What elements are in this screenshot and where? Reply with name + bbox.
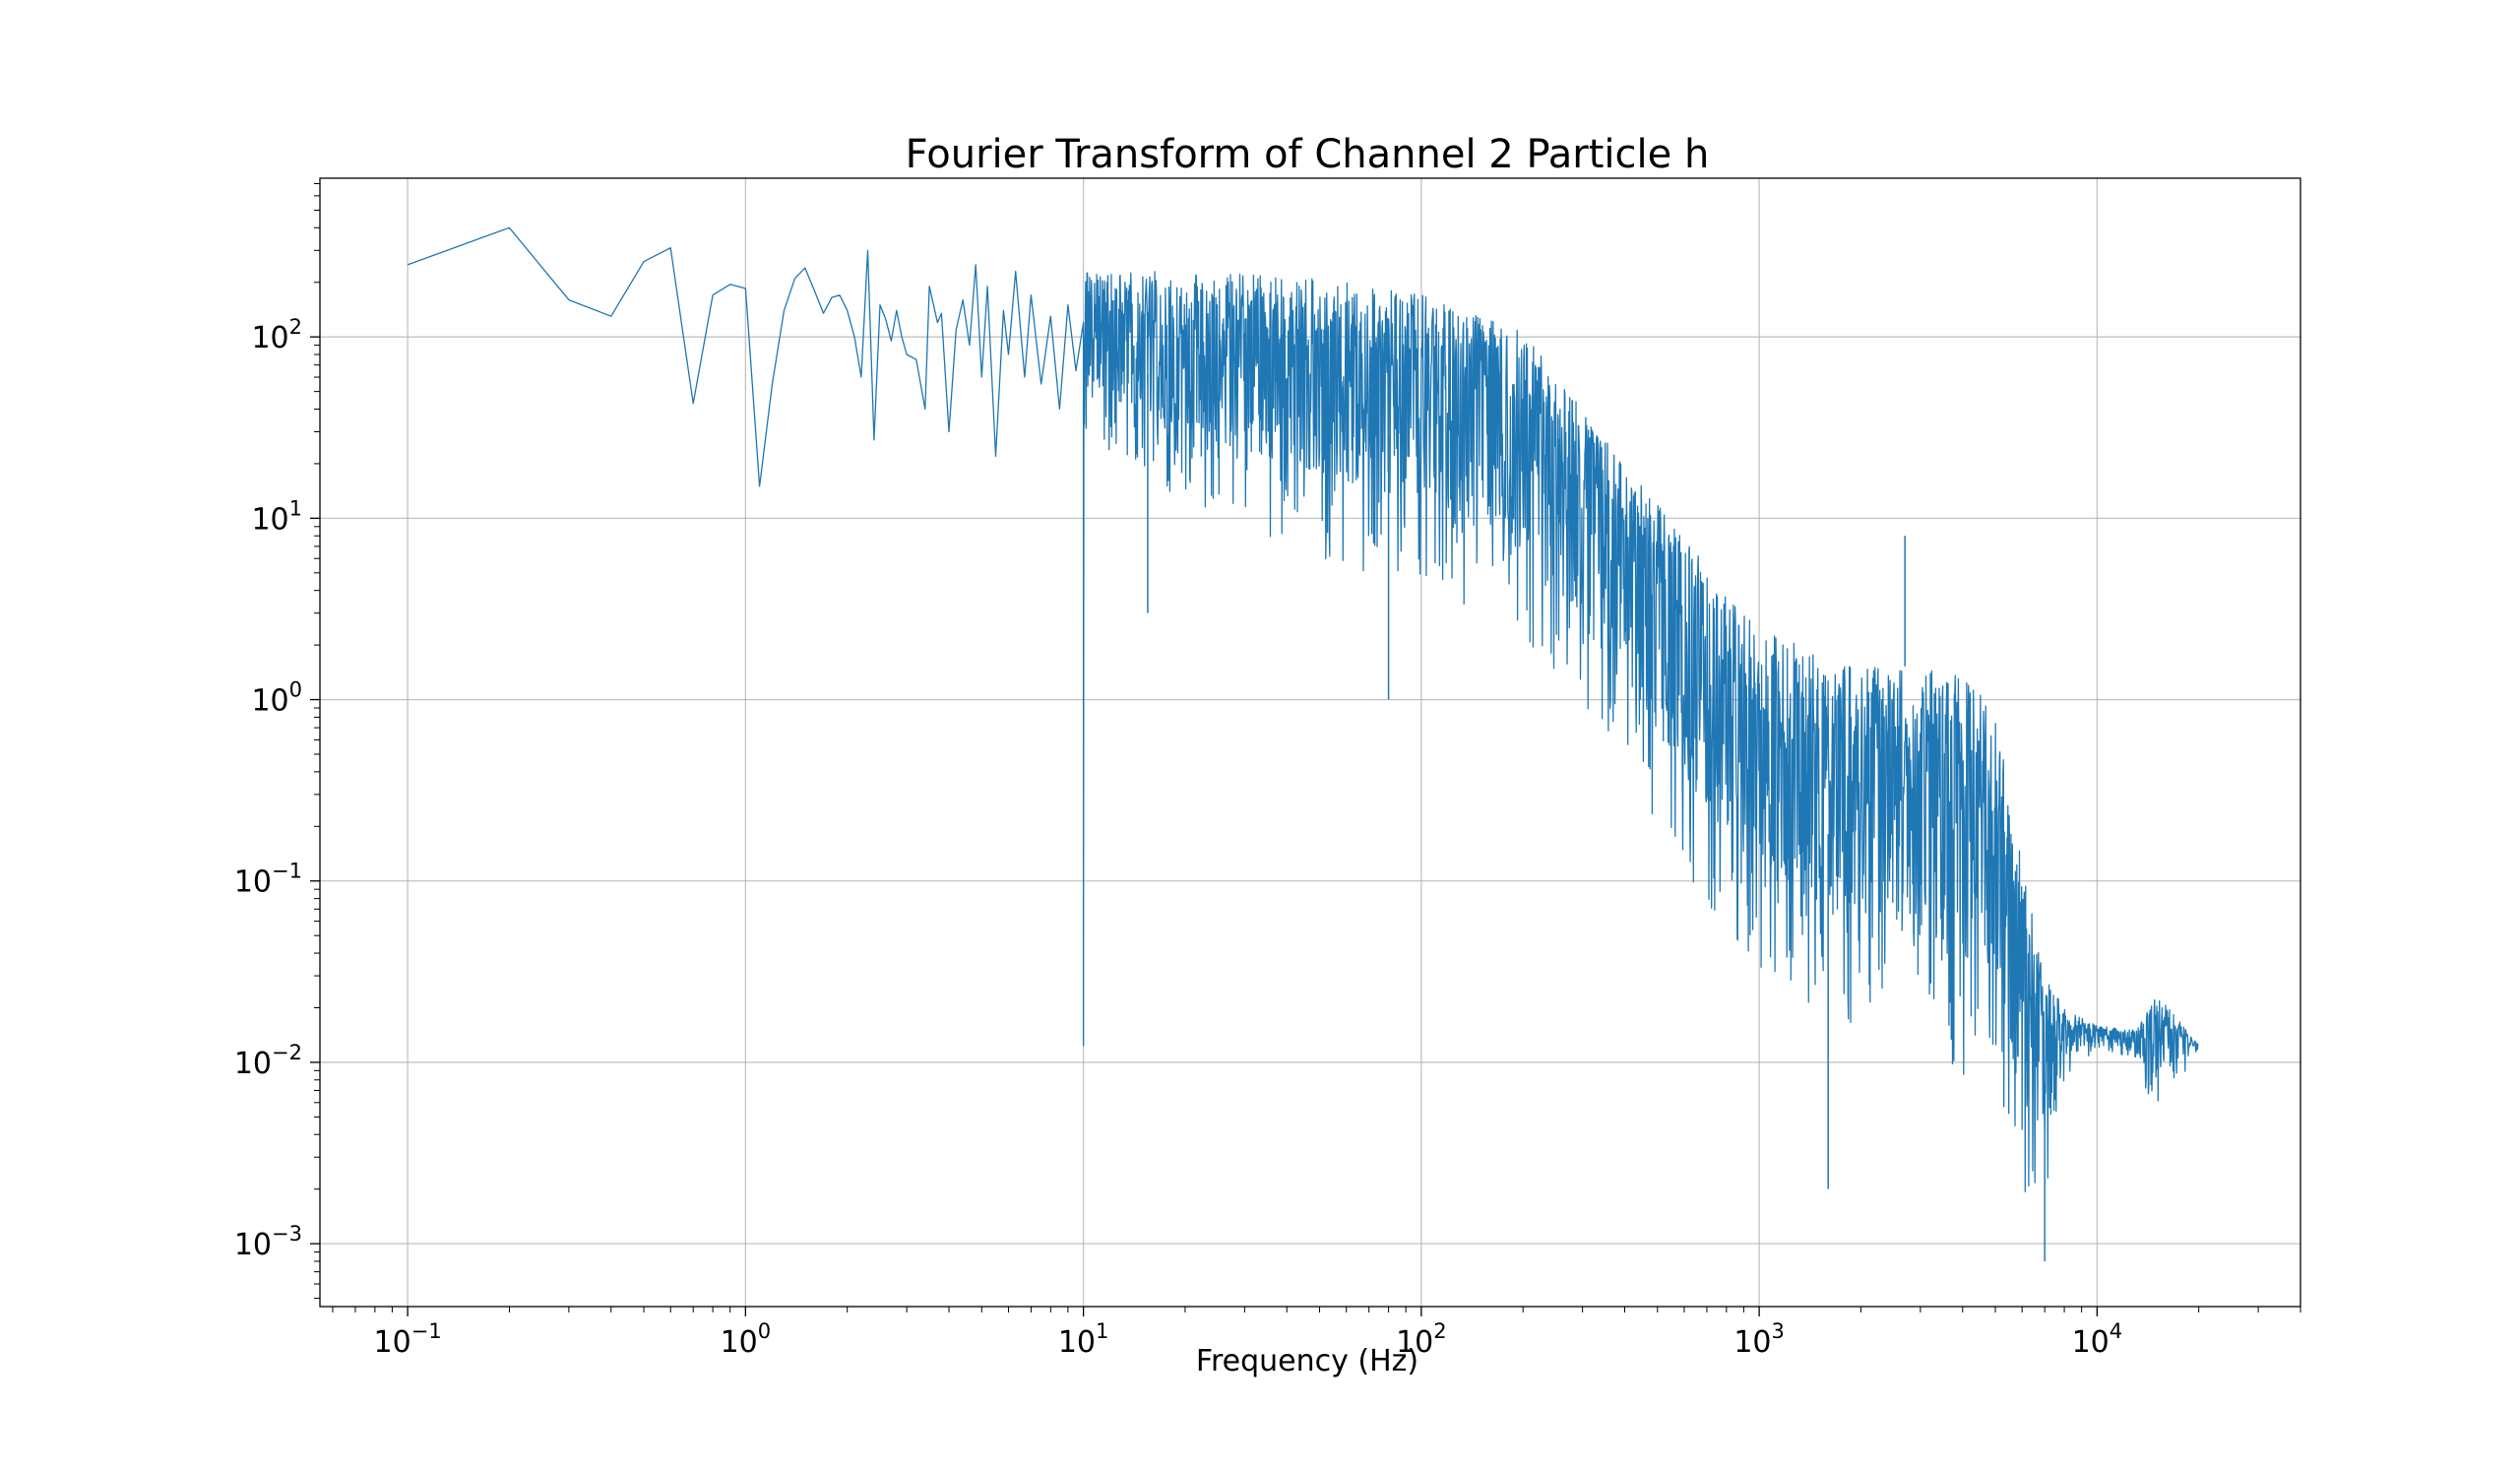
chart-title: Fourier Transform of Channel 2 Particle … <box>906 132 1710 177</box>
y-tick-label: 101 <box>251 496 302 537</box>
y-tick-label: 10−1 <box>234 860 302 900</box>
x-tick-label: 104 <box>2072 1319 2123 1360</box>
axes-frame <box>319 177 2301 1308</box>
x-tick-label: 102 <box>1396 1319 1447 1360</box>
y-tick-label: 100 <box>251 678 302 719</box>
x-tick-label: 10−1 <box>374 1319 442 1360</box>
y-tick-label: 102 <box>251 315 302 355</box>
plot-area <box>407 226 2199 1261</box>
x-axis-label: Frequency (Hz) <box>1196 1344 1418 1378</box>
y-tick-label: 10−2 <box>234 1041 302 1081</box>
x-tick-label: 100 <box>721 1319 772 1360</box>
spectrum-line <box>407 226 2199 1192</box>
axes: 10−1 100 101 102 103 104 10−3 10−2 10−1 100 101 102 <box>234 177 2301 1360</box>
x-tick-label: 103 <box>1733 1319 1785 1360</box>
x-tick-label: 101 <box>1058 1319 1109 1360</box>
y-tick-label: 10−3 <box>234 1222 302 1262</box>
